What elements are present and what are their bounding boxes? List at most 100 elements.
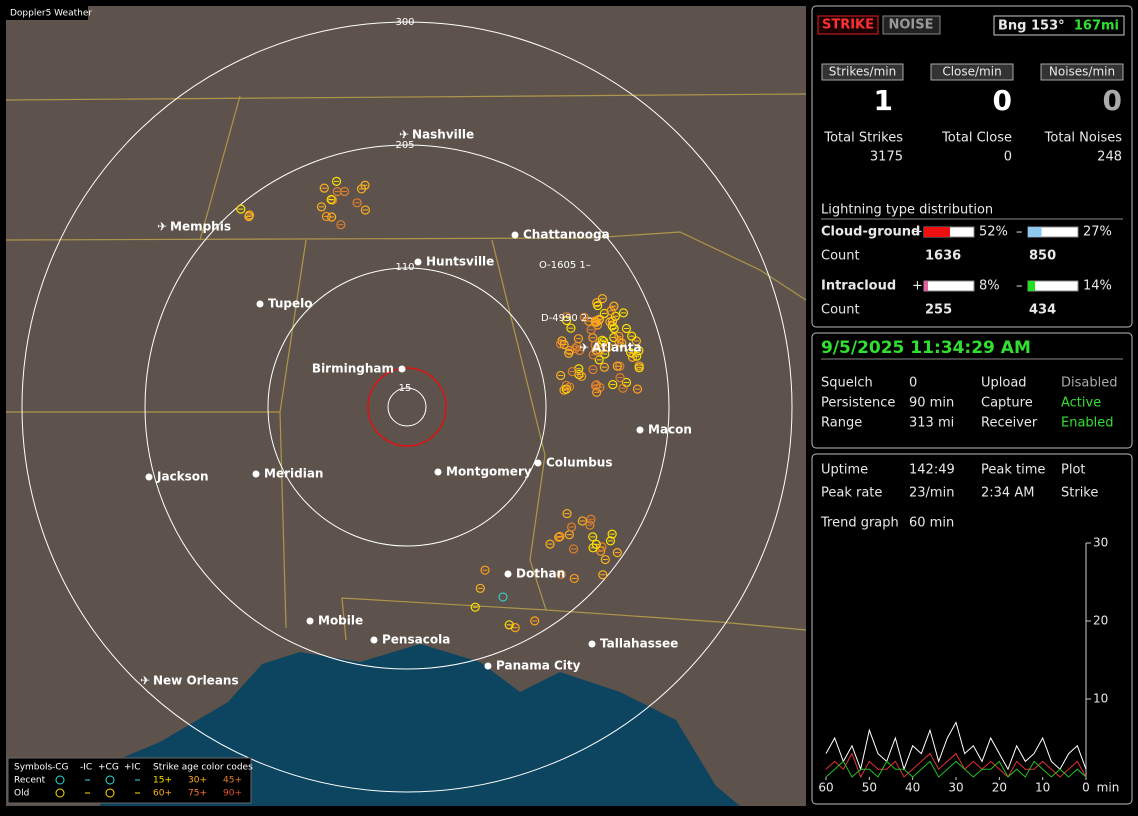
stat: 142:49 [909, 463, 955, 478]
noise-button-label: NOISE [888, 18, 933, 33]
city-label: Tupelo [268, 297, 313, 311]
x-tick-label: 40 [905, 781, 920, 795]
title-box [6, 6, 88, 20]
range-ring [21, 21, 793, 793]
range-ring [144, 144, 670, 670]
strike-symbol [577, 371, 587, 381]
rate-label: Strikes/min [829, 65, 896, 79]
range-rings [21, 21, 793, 793]
strike-symbol [599, 336, 609, 347]
city-label: Birmingham [312, 362, 394, 376]
total-value: 3175 [870, 150, 903, 165]
count-label: Count [821, 249, 860, 264]
strike-symbol [564, 348, 574, 358]
setting: Enabled [1061, 416, 1114, 431]
legend-symbol [55, 775, 65, 785]
stat: 2:34 AM [981, 486, 1034, 501]
site-label: D-4990 2– [541, 313, 592, 324]
rate-value: 1 [874, 84, 893, 117]
city-dot [414, 258, 422, 266]
rate-value: 0 [1103, 84, 1122, 117]
bar-track [1027, 280, 1079, 292]
city-dot [504, 570, 512, 578]
gulf [100, 644, 740, 806]
count-value: 850 [1029, 249, 1056, 264]
sign: + [912, 225, 923, 240]
strike-symbol [530, 616, 540, 626]
strike-symbol [326, 194, 336, 205]
panel [811, 453, 1133, 805]
bearing-box [993, 15, 1125, 36]
distribution-label: Intracloud [821, 279, 896, 294]
close-ring [367, 367, 447, 447]
city-label: Mobile [318, 614, 363, 628]
legend-header: -CG [52, 763, 69, 773]
strike-symbol [360, 205, 370, 215]
strike-symbol [316, 202, 327, 212]
strike-symbol [570, 343, 580, 354]
strike-symbol [592, 387, 602, 397]
strike-symbol [599, 362, 609, 372]
city-label: Nashville [412, 128, 474, 142]
strike-symbol [554, 532, 564, 542]
stat: Peak time [981, 463, 1045, 478]
strike-symbol [612, 548, 622, 558]
legend-symbol [105, 775, 115, 785]
rate-button[interactable] [1040, 63, 1124, 81]
strike-symbol [573, 334, 584, 344]
bar [1028, 227, 1042, 237]
strike-symbol [632, 384, 643, 394]
city-label: Columbus [546, 456, 613, 470]
city-label: Chattanooga [523, 228, 610, 242]
strike-symbol [331, 176, 342, 186]
legend-age: 30+ [188, 776, 207, 786]
stat: Strike [1061, 486, 1098, 501]
strike-symbol [610, 311, 621, 321]
noise-button[interactable] [882, 15, 941, 35]
percent-label: 8% [979, 279, 1000, 294]
strike-symbol [590, 380, 601, 391]
rate-button[interactable] [821, 63, 904, 81]
strike-symbol [594, 315, 604, 325]
strike-symbol [593, 300, 603, 311]
strike-button-label: STRIKE [822, 18, 874, 33]
y-tick-label: 20 [1093, 614, 1108, 628]
percent-label: 27% [1083, 225, 1112, 240]
strike-symbol [568, 544, 579, 554]
legend-row-label: Recent [14, 776, 46, 786]
city-label: Meridian [264, 467, 323, 481]
strike-symbol [332, 186, 342, 197]
trend-window: 60 min [909, 516, 954, 531]
setting: Upload [981, 376, 1027, 391]
strike-symbols [236, 176, 644, 633]
strike-symbol [336, 220, 346, 230]
strike-symbol [607, 529, 617, 539]
stat: Peak rate [821, 486, 882, 501]
x-axis-label: min [1097, 781, 1120, 795]
panel [811, 5, 1133, 328]
bar [1028, 281, 1035, 291]
strike-symbol [595, 382, 605, 393]
x-tick-label: 30 [948, 781, 963, 795]
airport-icon: ✈ [399, 128, 409, 142]
strike-symbol [555, 531, 565, 542]
city-label: Macon [648, 423, 692, 437]
city-dot [434, 468, 442, 476]
strike-symbol [634, 363, 644, 373]
range-label: 15 [399, 383, 412, 394]
city-label: Tallahassee [600, 637, 678, 651]
strike-symbol [327, 212, 337, 222]
strike-symbol [562, 508, 572, 519]
site-label: O-1605 1– [539, 260, 591, 271]
bar [924, 227, 950, 237]
strike-symbol [606, 306, 616, 316]
rate-button[interactable] [930, 63, 1014, 81]
state-line [545, 609, 807, 631]
strike-button[interactable] [817, 15, 879, 35]
strike-symbol [556, 569, 566, 580]
total-label: Total Noises [1044, 131, 1123, 146]
strike-symbol [559, 339, 569, 350]
